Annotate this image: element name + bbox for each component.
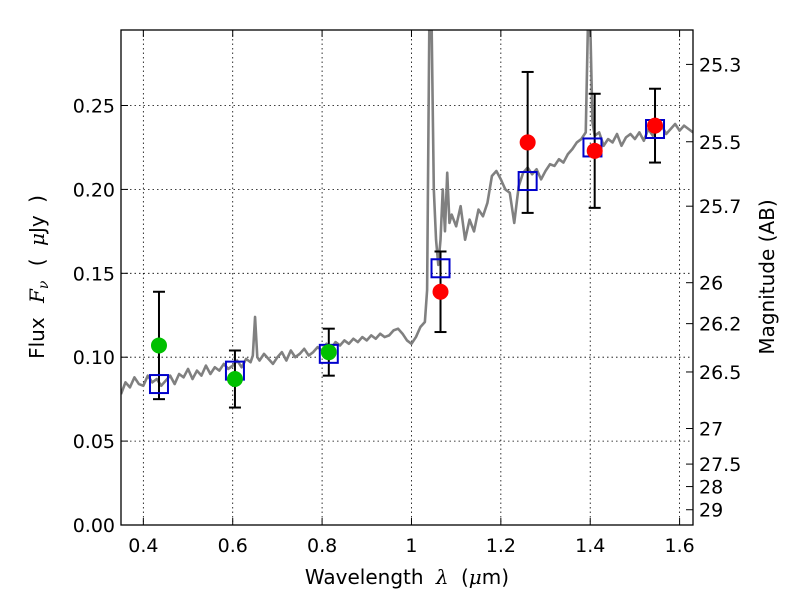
photometry-green-point-1 [226, 371, 243, 388]
y-axis-label: Flux Fν ( μJy ) [25, 195, 53, 359]
y2-tick-label-6: 27 [699, 419, 723, 441]
x-tick-label-0: 0.4 [128, 535, 158, 557]
y-axis-label-unit-rest: Jy [25, 215, 49, 235]
y-axis-label-unit-mu: μ [25, 233, 49, 246]
y2-tick-label-5: 26.5 [699, 362, 741, 384]
y-tick-label-5: 0.25 [73, 96, 115, 118]
x-tick-label-3: 1 [405, 535, 417, 557]
y-tick-label-1: 0.05 [73, 431, 115, 453]
y2-tick-label-1: 25.5 [699, 132, 741, 154]
y2-tick-label-9: 29 [699, 500, 723, 522]
y-axis-label-subscript: ν [36, 280, 52, 289]
y2-tick-label-3: 26 [699, 273, 723, 295]
y-tick-label-4: 0.20 [73, 179, 115, 201]
photometry-red-point-2 [586, 142, 603, 159]
y-axis-label-unit-open: ( [25, 258, 49, 266]
y-tick-label-2: 0.10 [73, 347, 115, 369]
photometry-green-point-2 [320, 344, 337, 361]
x-tick-label-6: 1.6 [664, 535, 694, 557]
x-tick-label-2: 0.8 [307, 535, 337, 557]
model-box-4 [517, 171, 538, 192]
y2-tick-label-4: 26.2 [699, 314, 741, 336]
y2-tick-label-8: 28 [699, 477, 723, 499]
x-tick-label-1: 0.6 [218, 535, 248, 557]
photometry-red-point-1 [519, 134, 536, 151]
plot-frame [120, 29, 694, 526]
x-axis-label-unit-mu: μ [469, 565, 482, 589]
model-box-3 [430, 258, 451, 279]
photometry-red-point-3 [647, 117, 664, 134]
x-axis-ticks: 0.4 0.6 0.8 1 1.2 1.4 1.6 [128, 30, 695, 557]
y2-tick-label-7: 27.5 [699, 454, 741, 476]
x-axis-label-prefix: Wavelength [305, 565, 424, 589]
y-tick-label-0: 0.00 [73, 515, 115, 537]
spectrum-line [121, 30, 693, 395]
grid [121, 30, 693, 526]
photometry-green-point-0 [150, 337, 167, 354]
x-tick-label-4: 1.2 [486, 535, 516, 557]
y-axis-label-symbol: F [25, 288, 49, 304]
y2-tick-label-2: 25.7 [699, 196, 741, 218]
x-axis-label-unit-m: m [482, 565, 501, 589]
y-axis-ticks: 0.00 0.05 0.10 0.15 0.20 0.25 [73, 96, 128, 537]
x-axis-label: Wavelength λ (μm) [305, 565, 509, 589]
y2-axis-label: Magnitude (AB) [755, 199, 779, 354]
x-tick-label-5: 1.4 [575, 535, 605, 557]
y-tick-label-3: 0.15 [73, 263, 115, 285]
photometry-markers [150, 117, 664, 388]
x-axis-label-symbol: λ [435, 565, 449, 589]
x-axis-label-unit-open: ( [461, 565, 469, 589]
model-box-0 [148, 374, 169, 395]
y-axis-label-prefix: Flux [25, 317, 49, 359]
model-photometry-boxes [148, 119, 666, 395]
x-axis-label-unit-close: ) [501, 565, 509, 589]
y2-tick-label-0: 25.3 [699, 54, 741, 76]
y-axis-label-unit-close: ) [25, 195, 49, 203]
photometry-red-point-0 [432, 283, 449, 300]
